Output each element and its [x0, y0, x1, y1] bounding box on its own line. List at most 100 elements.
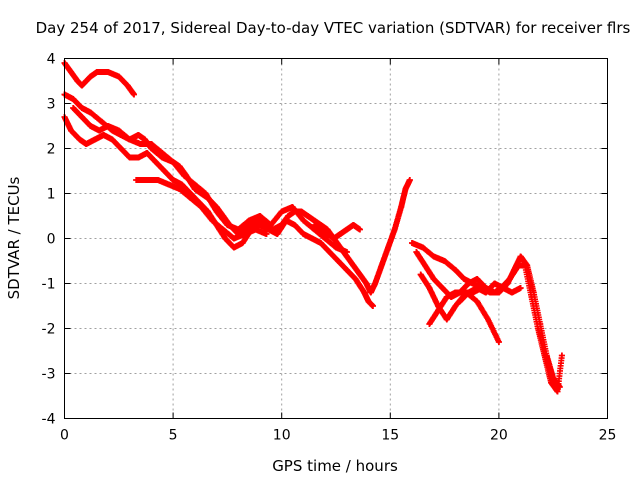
data-point	[87, 123, 94, 129]
data-point	[109, 136, 116, 143]
y-tick-label: -1	[42, 277, 56, 293]
data-point	[191, 181, 198, 188]
data-point	[335, 258, 342, 264]
data-point	[326, 249, 333, 255]
data-point	[322, 235, 329, 242]
data-point	[309, 235, 316, 242]
data-point	[426, 285, 433, 291]
data-point	[343, 249, 350, 255]
data-point	[352, 276, 359, 282]
y-tick-label: -2	[42, 322, 56, 338]
data-point	[91, 136, 98, 143]
series-trace-11	[426, 285, 485, 327]
data-point	[439, 285, 446, 291]
data-point	[220, 226, 227, 233]
data-point	[252, 226, 259, 233]
data-point	[356, 226, 363, 233]
x-tick-label: 15	[381, 428, 399, 444]
data-point	[469, 289, 476, 296]
data-point	[230, 244, 237, 251]
data-point	[304, 213, 311, 219]
data-point	[372, 280, 379, 287]
data-point	[94, 69, 101, 75]
data-point	[452, 303, 459, 309]
data-point	[202, 190, 209, 197]
data-point	[161, 168, 168, 174]
data-point	[76, 136, 83, 143]
x-tick-label: 5	[169, 428, 178, 444]
data-point	[170, 177, 177, 183]
data-point	[435, 307, 442, 314]
data-point	[117, 145, 124, 152]
data-point	[311, 222, 318, 228]
data-point	[402, 186, 409, 192]
data-point	[246, 217, 253, 224]
data-point	[241, 231, 248, 237]
data-point	[548, 379, 555, 386]
data-point	[478, 285, 485, 291]
data-point	[135, 154, 142, 161]
data-point	[361, 289, 368, 296]
chart-title: Day 254 of 2017, Sidereal Day-to-day VTE…	[36, 19, 631, 37]
data-point	[278, 208, 285, 215]
data-point	[426, 321, 433, 327]
series-trace-1	[61, 60, 138, 98]
data-points	[61, 60, 565, 395]
data-point	[148, 141, 155, 147]
data-point	[235, 226, 242, 233]
data-point	[367, 289, 374, 296]
data-point	[224, 222, 231, 228]
y-tick-label: 2	[47, 142, 56, 158]
series-trace-3	[61, 114, 376, 309]
data-point	[209, 217, 216, 224]
data-point	[422, 262, 429, 269]
data-point	[256, 213, 263, 219]
data-point	[534, 325, 541, 332]
x-tick-label: 0	[60, 428, 69, 444]
data-point	[419, 244, 426, 251]
data-point	[144, 177, 151, 183]
data-point	[482, 289, 489, 296]
data-point	[406, 177, 413, 183]
data-point	[330, 235, 337, 242]
data-point	[100, 132, 107, 138]
data-point	[285, 213, 292, 219]
data-point	[135, 132, 142, 138]
data-point	[115, 127, 122, 134]
data-point	[187, 195, 194, 201]
data-point	[170, 159, 177, 165]
data-point	[180, 172, 187, 179]
data-point	[131, 91, 138, 98]
data-point	[87, 109, 94, 116]
x-tick-label: 20	[490, 428, 508, 444]
y-tick-label: 1	[47, 187, 56, 203]
data-point	[324, 231, 331, 237]
data-point	[333, 244, 339, 251]
data-point	[274, 231, 281, 237]
data-point	[485, 316, 492, 323]
data-point	[265, 226, 272, 233]
data-point	[452, 289, 459, 296]
data-point	[474, 298, 481, 305]
data-point	[300, 217, 307, 224]
data-point	[283, 217, 290, 224]
data-point	[256, 222, 263, 228]
series-trace-5	[133, 177, 270, 242]
data-point	[491, 280, 498, 287]
data-point	[291, 222, 298, 228]
data-point	[83, 141, 90, 147]
data-point	[230, 235, 237, 242]
data-point	[198, 204, 205, 210]
data-point	[369, 303, 376, 309]
data-point	[337, 231, 344, 237]
data-point	[98, 118, 105, 125]
x-tick-label: 10	[273, 428, 291, 444]
data-point	[430, 276, 437, 282]
data-point	[289, 204, 296, 210]
data-point	[350, 222, 357, 228]
y-tick-label: -3	[42, 367, 56, 383]
data-point	[317, 240, 324, 246]
data-point	[474, 276, 481, 282]
data-point	[176, 186, 183, 192]
